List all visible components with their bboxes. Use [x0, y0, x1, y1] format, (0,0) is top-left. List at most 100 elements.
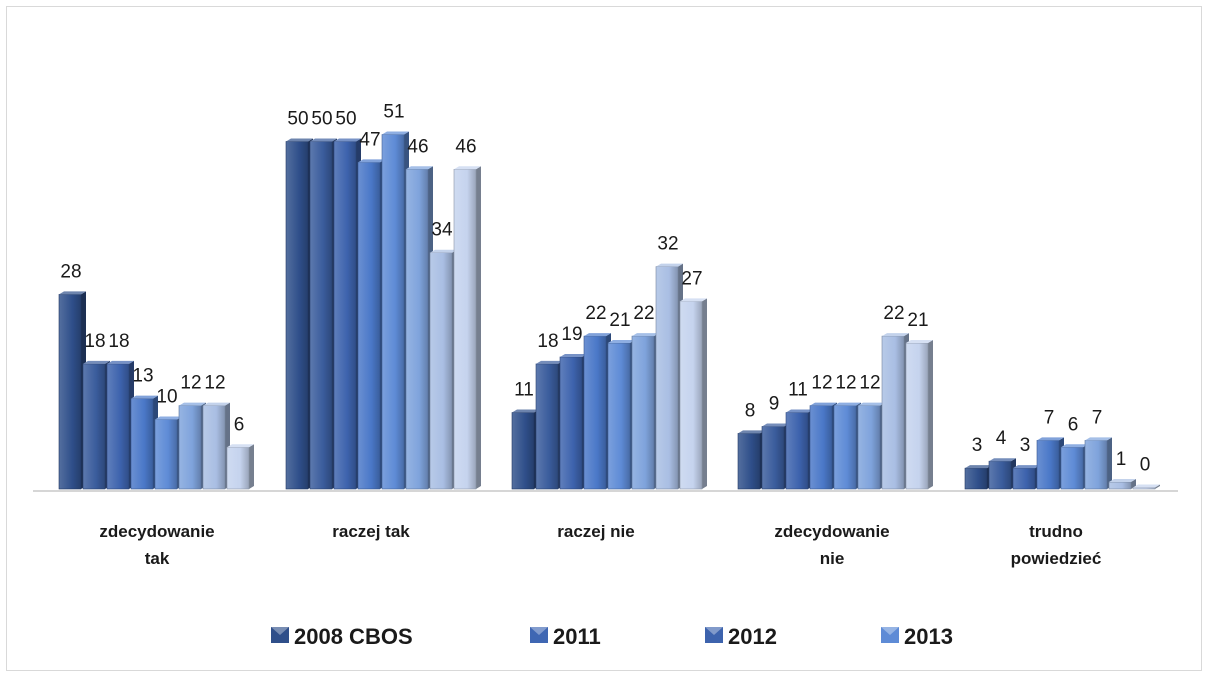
bar [535, 360, 563, 490]
value-label: 8 [745, 400, 756, 421]
bar-top [810, 402, 837, 406]
value-label: 12 [859, 373, 880, 394]
bar-front [809, 405, 833, 490]
bar [1132, 484, 1160, 490]
value-label: 9 [769, 393, 780, 414]
bar-front [285, 141, 309, 490]
bar-front [857, 405, 881, 490]
bar [857, 402, 885, 490]
bar-front [405, 169, 429, 490]
category-label: nie [820, 549, 845, 568]
bar [1108, 479, 1136, 490]
bar-top [906, 340, 933, 344]
bar-front [583, 335, 607, 490]
category-label: raczej tak [332, 522, 410, 541]
legend-swatch-bevel [881, 627, 899, 635]
bar-front [655, 266, 679, 490]
bar-top [560, 353, 587, 357]
bar [285, 138, 313, 490]
value-label: 7 [1092, 407, 1103, 428]
legend-label: 2013 [904, 624, 953, 649]
bar-top [430, 249, 457, 253]
bar-front [737, 433, 761, 490]
bar-top [858, 402, 885, 406]
bar-front [429, 252, 453, 490]
bar-front [1084, 440, 1108, 490]
value-label: 27 [681, 268, 702, 289]
bar [405, 166, 433, 490]
bar [154, 416, 182, 490]
bar [833, 402, 861, 490]
bar-top [762, 423, 789, 427]
bar-top [656, 263, 683, 267]
value-label: 32 [657, 234, 678, 255]
bar-side [476, 166, 481, 490]
bar [559, 353, 587, 490]
bar [511, 409, 539, 490]
bar-front [905, 342, 929, 490]
value-label: 0 [1140, 455, 1151, 476]
bar [785, 409, 813, 490]
bar-front [202, 405, 226, 490]
bar-top [608, 340, 635, 344]
bar [202, 402, 230, 490]
bar-top [83, 360, 110, 364]
bar [631, 333, 659, 490]
bar-top [131, 395, 158, 399]
value-label: 3 [972, 435, 983, 456]
bar [583, 333, 611, 490]
bar-top [882, 333, 909, 337]
value-label: 50 [335, 109, 356, 130]
legend-swatch-bevel [705, 627, 723, 635]
value-label: 46 [407, 136, 428, 157]
legend: 2008 CBOS 2011 2012 2013 [271, 624, 953, 649]
value-label: 22 [585, 303, 606, 324]
bar-front [82, 363, 106, 490]
bar-top [512, 409, 539, 413]
bar [381, 131, 409, 490]
bar [106, 360, 134, 490]
bar-front [1132, 487, 1156, 490]
bar-front [58, 294, 82, 490]
bar [988, 458, 1016, 490]
value-label: 12 [204, 373, 225, 394]
legend-item: 2013 [881, 624, 953, 649]
category-label: zdecydowanie [99, 522, 214, 541]
bar [309, 138, 337, 490]
bar [964, 465, 992, 490]
bar [905, 340, 933, 490]
bar-front [833, 405, 857, 490]
value-label: 11 [514, 380, 534, 401]
legend-label: 2008 CBOS [294, 624, 413, 649]
category-label: tak [145, 549, 170, 568]
value-label: 12 [835, 373, 856, 394]
bar-front [226, 446, 250, 490]
category-label: raczej nie [557, 522, 635, 541]
bar-top [1109, 479, 1136, 483]
bar [607, 340, 635, 490]
bar-top [382, 131, 409, 135]
bar [1012, 465, 1040, 490]
value-label: 18 [108, 331, 129, 352]
value-label: 1 [1116, 449, 1127, 470]
bar-top [632, 333, 659, 337]
bar-front [964, 467, 988, 490]
bar-front [309, 141, 333, 490]
bar-top [584, 333, 611, 337]
bar-side [928, 340, 933, 489]
bar-top [358, 159, 385, 163]
bar-top [406, 166, 433, 170]
bar-front [453, 169, 477, 490]
legend-swatch-bevel [530, 627, 548, 635]
bar-top [203, 402, 230, 406]
value-label: 21 [907, 310, 928, 331]
legend-item: 2012 [705, 624, 777, 649]
value-label: 12 [811, 373, 832, 394]
value-label: 46 [455, 136, 476, 157]
bar [333, 138, 361, 490]
bar [357, 159, 385, 490]
value-label: 18 [537, 331, 558, 352]
bar-front [154, 419, 178, 490]
bar-front [1012, 467, 1036, 490]
